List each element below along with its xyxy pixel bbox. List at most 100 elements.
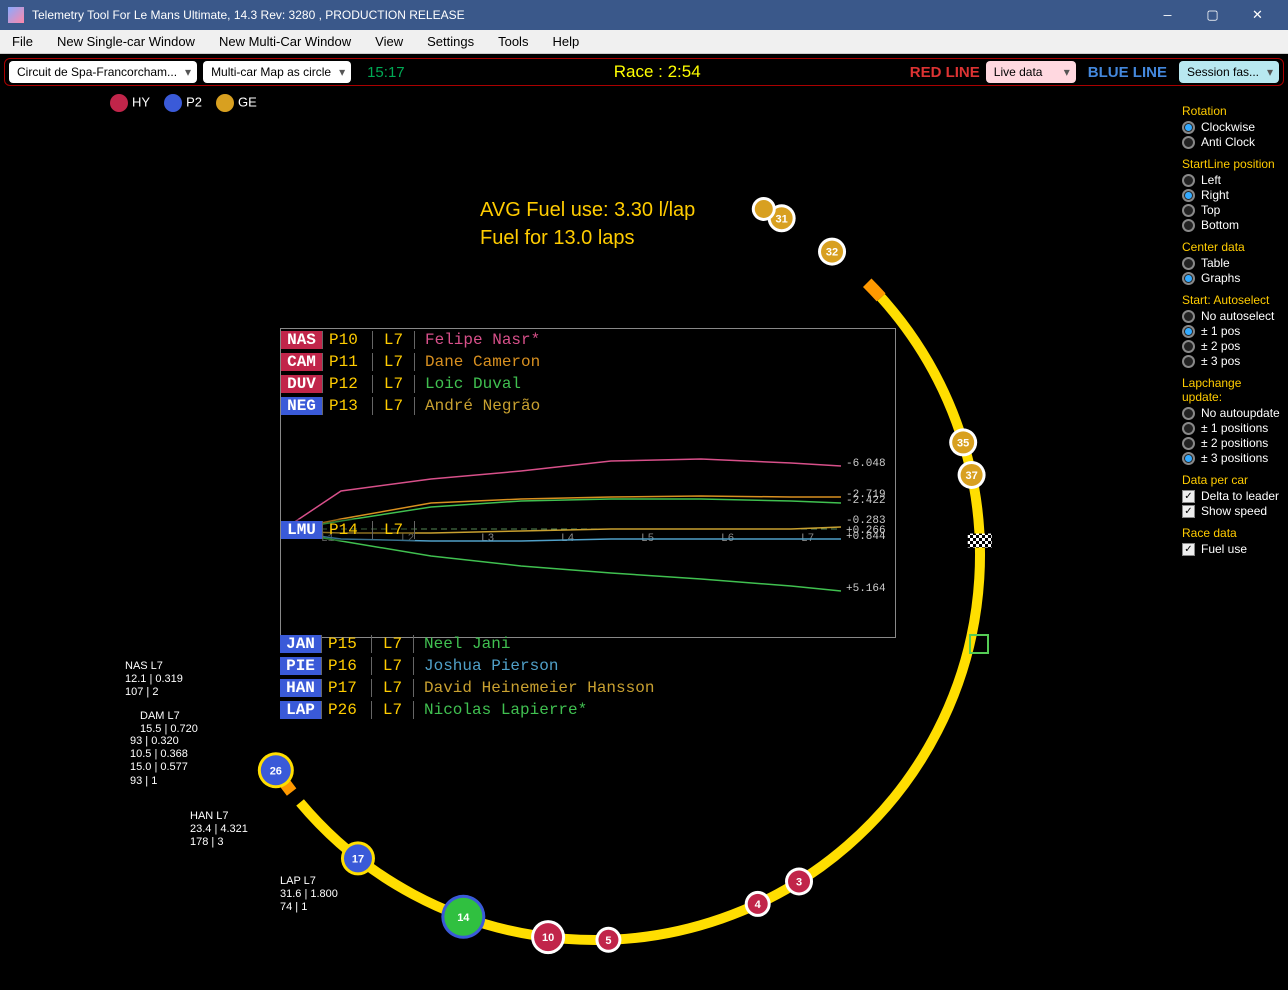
driver-name: Dane Cameron [415,353,540,371]
option-label: Top [1201,203,1220,217]
menu-settings[interactable]: Settings [415,30,486,54]
svg-text:17: 17 [352,853,364,865]
option-label: ± 2 pos [1201,339,1240,353]
svg-text:3: 3 [796,876,802,888]
panel-option[interactable]: Bottom [1182,218,1284,232]
panel-option[interactable]: ± 3 positions [1182,451,1284,465]
legend-item: HY [110,94,150,112]
radio-icon[interactable] [1182,136,1195,149]
panel-option[interactable]: ± 2 positions [1182,436,1284,450]
panel-option[interactable]: ± 1 pos [1182,324,1284,338]
driver-lap: L7 [373,331,415,349]
panel-option[interactable]: ± 1 positions [1182,421,1284,435]
panel-heading: Race data [1182,526,1284,540]
car-label: LAP L731.6 | 1.80074 | 1 [280,875,338,915]
driver-pos: P16 [322,657,372,675]
car-label: 93 | 0.32010.5 | 0.36815.0 | 0.57793 | 1 [130,735,188,788]
driver-lap: L7 [373,375,415,393]
car-label: NAS L712.1 | 0.319107 | 2 [125,660,183,700]
legend-item: GE [216,94,257,112]
menu-tools[interactable]: Tools [486,30,540,54]
redline-select[interactable]: Live data [986,61,1076,83]
menu-new-multi-car-window[interactable]: New Multi-Car Window [207,30,363,54]
circuit-select[interactable]: Circuit de Spa-Francorcham... [9,61,197,83]
car-label: HAN L723.4 | 4.321178 | 3 [190,810,248,850]
driver-lap: L7 [372,679,414,697]
minimize-button[interactable]: — [1145,0,1190,30]
radio-icon[interactable] [1182,174,1195,187]
car-label: DAM L715.5 | 0.720 [140,710,198,736]
options-panel: Rotation ClockwiseAnti Clock StartLine pos… [1178,90,1288,944]
race-time: Race : 2:54 [411,62,904,82]
driver-databox: NASP10L7Felipe Nasr*CAMP11L7Dane Cameron… [280,328,896,638]
radio-icon[interactable] [1182,189,1195,202]
maximize-button[interactable]: ▢ [1190,0,1235,30]
radio-icon[interactable] [1182,452,1195,465]
panel-heading: Lapchange update: [1182,376,1284,404]
panel-heading: Data per car [1182,473,1284,487]
radio-icon[interactable] [1182,121,1195,134]
driver-tag: NAS [281,331,323,349]
menu-view[interactable]: View [363,30,415,54]
driver-lap: L7 [373,397,415,415]
panel-option[interactable]: Top [1182,203,1284,217]
driver-tag: CAM [281,353,323,371]
close-button[interactable]: ✕ [1235,0,1280,30]
driver-row: NASP10L7Felipe Nasr* [281,329,895,351]
panel-option[interactable]: No autoselect [1182,309,1284,323]
driver-name: Joshua Pierson [414,657,558,675]
radio-icon[interactable] [1182,355,1195,368]
menubar: FileNew Single-car WindowNew Multi-Car W… [0,30,1288,54]
radio-icon[interactable] [1182,310,1195,323]
driver-row: HANP17L7David Heinemeier Hansson [280,677,896,699]
driver-name: Neel Jani [414,635,510,653]
panel-option[interactable]: Left [1182,173,1284,187]
checkbox-icon[interactable]: ✓ [1182,490,1195,503]
mapmode-select[interactable]: Multi-car Map as circle [203,61,351,83]
menu-new-single-car-window[interactable]: New Single-car Window [45,30,207,54]
panel-heading: Start: Autoselect [1182,293,1284,307]
option-label: No autoupdate [1201,406,1280,420]
panel-option[interactable]: Graphs [1182,271,1284,285]
radio-icon[interactable] [1182,204,1195,217]
menu-help[interactable]: Help [540,30,591,54]
panel-option[interactable]: ✓Delta to leader [1182,489,1284,503]
panel-heading: StartLine position [1182,157,1284,171]
radio-icon[interactable] [1182,422,1195,435]
window-title: Telemetry Tool For Le Mans Ultimate, 14.… [32,8,1145,22]
driver-pos: P12 [323,375,373,393]
option-label: Table [1201,256,1230,270]
driver-tag: HAN [280,679,322,697]
checkbox-icon[interactable]: ✓ [1182,543,1195,556]
option-label: Show speed [1201,504,1267,518]
radio-icon[interactable] [1182,272,1195,285]
blueline-select[interactable]: Session fas... [1179,61,1279,83]
menu-file[interactable]: File [0,30,45,54]
driver-tag: LAP [280,701,322,719]
driver-databox-lower: JANP15L7Neel JaniPIEP16L7Joshua PiersonH… [280,633,896,721]
radio-icon[interactable] [1182,340,1195,353]
radio-icon[interactable] [1182,257,1195,270]
toolbar: Circuit de Spa-Francorcham... Multi-car … [4,58,1284,86]
panel-heading: Rotation [1182,104,1284,118]
panel-option[interactable]: Right [1182,188,1284,202]
panel-option[interactable]: Table [1182,256,1284,270]
panel-option[interactable]: ± 2 pos [1182,339,1284,353]
class-legend: HYP2GE [110,94,257,112]
svg-text:+0.844: +0.844 [846,531,886,543]
panel-option[interactable]: ± 3 pos [1182,354,1284,368]
radio-icon[interactable] [1182,407,1195,420]
panel-option[interactable]: Anti Clock [1182,135,1284,149]
radio-icon[interactable] [1182,325,1195,338]
svg-text:L4: L4 [561,533,575,545]
panel-option[interactable]: No autoupdate [1182,406,1284,420]
radio-icon[interactable] [1182,219,1195,232]
panel-option[interactable]: ✓ Show speed [1182,504,1284,518]
panel-option[interactable]: Clockwise [1182,120,1284,134]
driver-name: André Negrão [415,397,540,415]
svg-text:+5.164: +5.164 [846,583,886,595]
radio-icon[interactable] [1182,437,1195,450]
checkbox-icon[interactable]: ✓ [1182,505,1195,518]
driver-pos: P15 [322,635,372,653]
panel-option[interactable]: ✓Fuel use [1182,542,1284,556]
